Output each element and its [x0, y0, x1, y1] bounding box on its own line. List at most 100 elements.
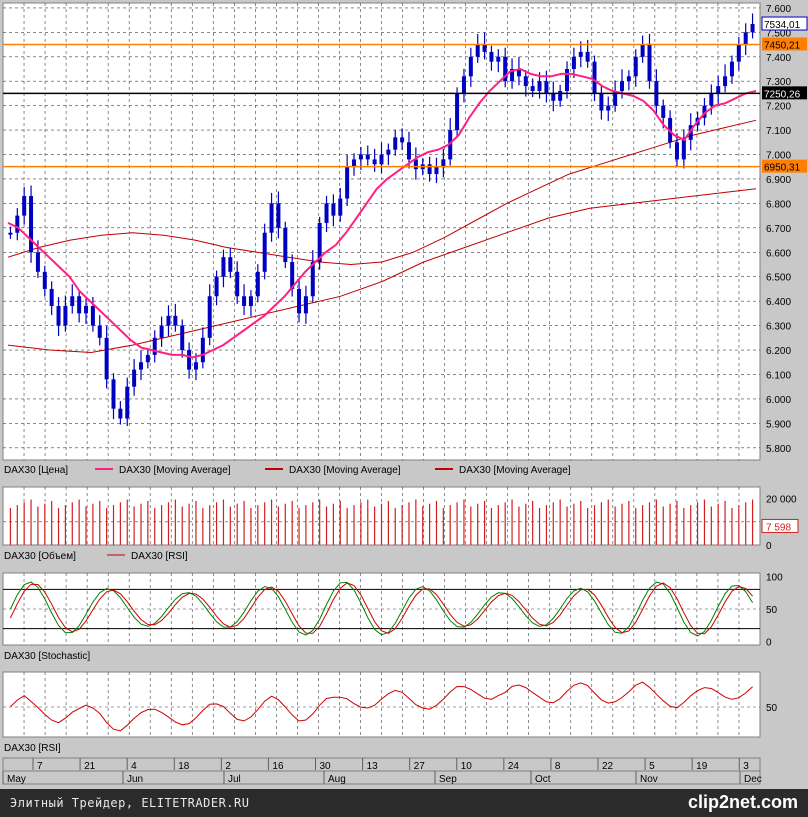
stoch-tick-label: 100: [766, 572, 783, 583]
price-bar-body: [626, 76, 631, 82]
price-bar-body: [723, 76, 728, 87]
price-bar-body: [352, 159, 357, 167]
price-bar-body: [317, 222, 322, 263]
price-bar-body: [468, 56, 473, 77]
price-bar-body: [358, 154, 363, 160]
footer-text: Элитный Трейдер, ELITETRADER.RU: [10, 796, 250, 810]
price-tick-label: 6.200: [766, 346, 791, 357]
month-label: May: [7, 774, 26, 785]
price-bar-body: [248, 296, 253, 307]
price-bar-body: [207, 296, 212, 338]
x-tick-label: 21: [84, 761, 96, 772]
price-bar-body: [187, 350, 192, 370]
volume-legend-item: DAX30 [Объем]: [4, 550, 76, 562]
price-bar-body: [290, 262, 295, 289]
price-bar-body: [503, 56, 508, 82]
month-label: Jul: [228, 774, 241, 785]
price-bar-body: [729, 61, 734, 77]
price-bar-body: [537, 81, 542, 91]
price-bar-body: [49, 288, 54, 307]
x-tick-label: 18: [178, 761, 190, 772]
price-tick-label: 7.500: [766, 28, 791, 39]
x-tick-label: 13: [367, 761, 379, 772]
x-tick-label: 27: [414, 761, 426, 772]
price-bar-body: [565, 68, 570, 91]
chart-canvas: 7.600 7.500 7.400 7.300 7.200 7.100 7.000 6.900…: [2, 2, 808, 785]
price-bar-body: [338, 198, 343, 216]
price-bar-body: [15, 215, 20, 233]
price-bar-body: [510, 68, 515, 82]
price-bar-body: [180, 325, 185, 351]
x-tick-label: 3: [743, 761, 749, 772]
price-bar-body: [324, 203, 329, 223]
rsi-tick-label: 50: [766, 703, 778, 714]
price-bar-body: [379, 154, 384, 165]
x-tick-label: 10: [461, 761, 473, 772]
stoch-legend-item: DAX30 [Stochastic]: [4, 651, 90, 662]
price-bar-body: [516, 68, 521, 77]
price-bar-body: [200, 337, 205, 363]
price-tick-label: 6.500: [766, 273, 791, 284]
month-label: Aug: [328, 774, 346, 785]
x-tick-label: 22: [602, 761, 614, 772]
price-bar-body: [221, 257, 226, 277]
price-bar-body: [84, 306, 89, 314]
price-bar-body: [558, 90, 563, 101]
price-bar-body: [104, 337, 109, 380]
price-bar-body: [530, 86, 535, 91]
logo-part-3: net.com: [728, 792, 798, 812]
price-bar-body: [523, 76, 528, 87]
price-bar-body: [592, 61, 597, 94]
price-bar-body: [173, 315, 178, 326]
stoch-tick-label: 0: [766, 638, 772, 649]
price-bar-body: [578, 51, 583, 57]
last-price-box: [761, 16, 808, 31]
month-label: Jun: [127, 774, 143, 785]
price-tick-label: 6.000: [766, 395, 791, 406]
month-label: Nov: [640, 774, 658, 785]
volume-value-label: 7 598: [766, 522, 791, 533]
month-label: Oct: [535, 774, 551, 785]
price-bar-body: [145, 354, 150, 363]
stoch-k-line: [9, 581, 754, 637]
price-tick-label: 6.700: [766, 224, 791, 235]
level-label-box: [762, 37, 807, 51]
price-tick-label: 7.400: [766, 53, 791, 64]
price-bar-body: [8, 232, 13, 235]
x-tick-label: 8: [555, 761, 561, 772]
price-bar-body: [702, 105, 707, 118]
price-bar-body: [159, 325, 164, 338]
price-bar-body: [214, 276, 219, 297]
price-bar-body: [77, 296, 82, 314]
price-bar-body: [640, 44, 645, 57]
ma-slow-line: [7, 188, 757, 354]
ma-mid-line: [7, 119, 757, 266]
price-bar-body: [262, 232, 267, 272]
price-bar-body: [125, 386, 130, 419]
level-label-box: [762, 159, 807, 173]
footer-bar: Элитный Трейдер, ELITETRADER.RU clip2net…: [0, 789, 808, 817]
x-tick-label: 2: [225, 761, 231, 772]
rsi-legend-item: DAX30 [RSI]: [4, 743, 61, 754]
price-tick-label: 6.800: [766, 199, 791, 210]
x-tick-label: 5: [649, 761, 655, 772]
level-label: 6950,31: [764, 163, 801, 174]
price-bar-body: [496, 56, 501, 62]
logo-part-1: clip: [687, 792, 719, 812]
price-bar-body: [193, 362, 198, 370]
level-label-box: [762, 86, 807, 100]
price-bar-body: [489, 51, 494, 62]
volume-legend-item: DAX30 [RSI]: [131, 551, 188, 562]
price-bar-body: [365, 154, 370, 160]
month-label: Sep: [439, 774, 457, 785]
clip2net-logo: clip2net.com: [688, 792, 798, 813]
price-bar-body: [661, 105, 666, 118]
price-bar-body: [63, 306, 68, 326]
price-bar-body: [118, 408, 123, 419]
price-legend-item: DAX30 [Moving Average]: [119, 465, 231, 476]
stoch-tick-label: 50: [766, 605, 778, 616]
price-tick-label: 7.100: [766, 126, 791, 137]
price-tick-label: 7.000: [766, 151, 791, 162]
price-bar-body: [544, 81, 549, 94]
